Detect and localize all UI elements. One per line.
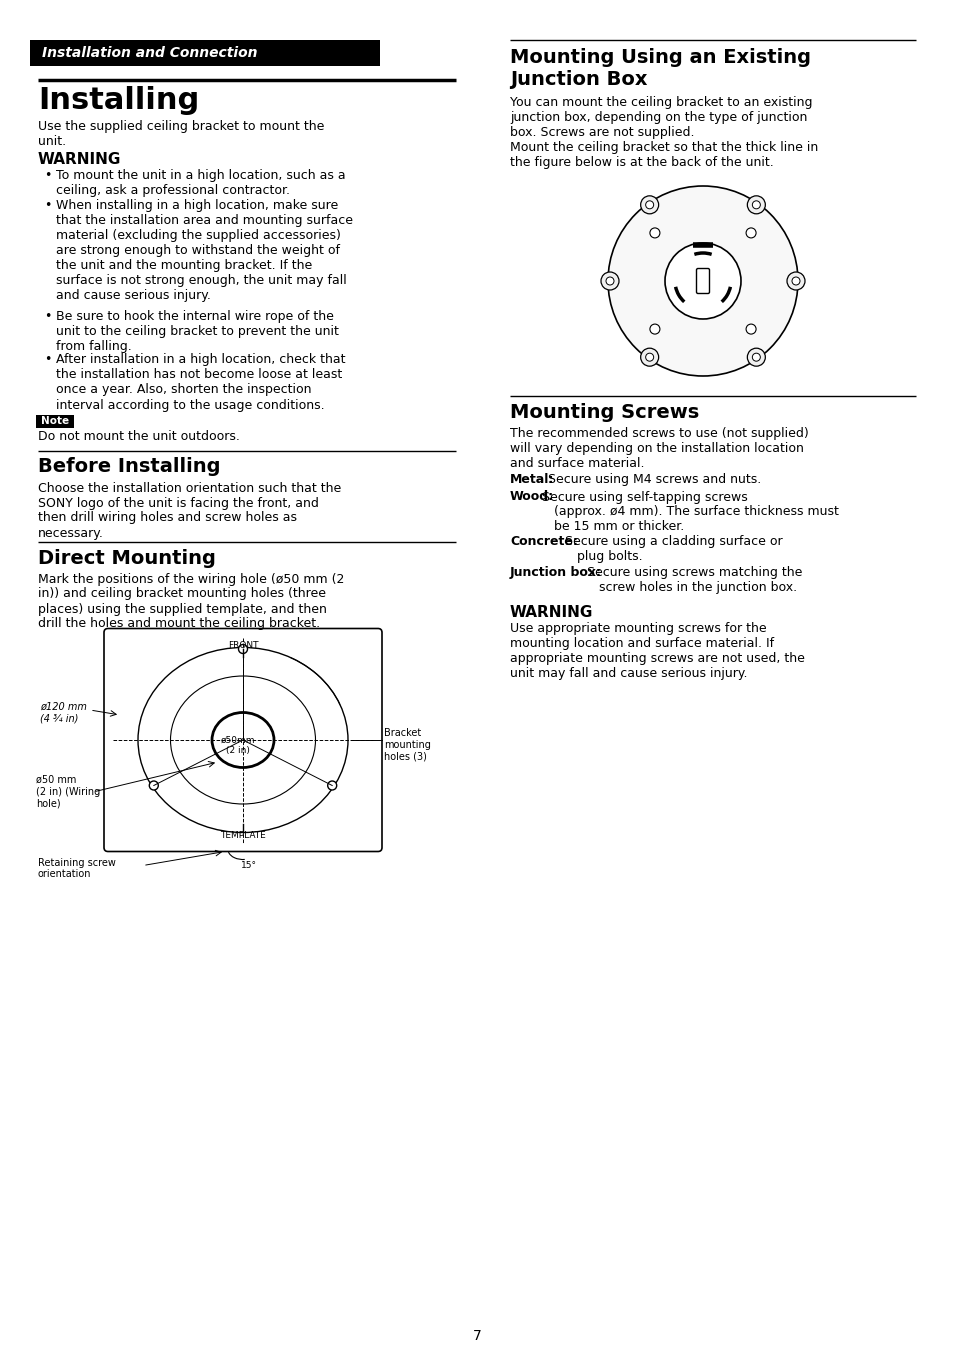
Text: Before Installing: Before Installing: [38, 458, 220, 477]
Text: •: •: [44, 199, 51, 212]
Text: Junction Box: Junction Box: [510, 70, 647, 89]
Text: WARNING: WARNING: [510, 605, 593, 620]
Circle shape: [645, 201, 653, 209]
Text: When installing in a high location, make sure
that the installation area and mou: When installing in a high location, make…: [56, 199, 353, 303]
FancyBboxPatch shape: [30, 41, 379, 66]
Circle shape: [791, 277, 800, 285]
Circle shape: [640, 349, 658, 366]
FancyBboxPatch shape: [36, 415, 74, 427]
Text: Direct Mounting: Direct Mounting: [38, 549, 215, 567]
FancyBboxPatch shape: [696, 269, 709, 293]
Circle shape: [238, 644, 247, 654]
Text: WARNING: WARNING: [38, 153, 121, 168]
Text: Use appropriate mounting screws for the
mounting location and surface material. : Use appropriate mounting screws for the …: [510, 621, 804, 680]
Text: Secure using a cladding surface or
    plug bolts.: Secure using a cladding surface or plug …: [560, 535, 781, 563]
Circle shape: [752, 201, 760, 209]
Text: Junction box:: Junction box:: [510, 566, 601, 580]
Text: Choose the installation orientation such that the
SONY logo of the unit is facin: Choose the installation orientation such…: [38, 481, 341, 539]
Text: TEMPLATE: TEMPLATE: [220, 831, 266, 839]
Text: Do not mount the unit outdoors.: Do not mount the unit outdoors.: [38, 431, 239, 443]
Text: Retaining screw
orientation: Retaining screw orientation: [38, 858, 115, 880]
Circle shape: [328, 781, 336, 790]
Circle shape: [745, 324, 756, 334]
Text: Be sure to hook the internal wire rope of the
unit to the ceiling bracket to pre: Be sure to hook the internal wire rope o…: [56, 309, 338, 353]
Text: Note: Note: [41, 416, 69, 426]
Text: Mounting Screws: Mounting Screws: [510, 403, 699, 422]
Text: ø50mm
(2 in): ø50mm (2 in): [220, 736, 255, 755]
Text: ø120 mm
(4 ¾ in): ø120 mm (4 ¾ in): [40, 703, 87, 724]
Circle shape: [600, 272, 618, 290]
Circle shape: [605, 277, 614, 285]
Text: You can mount the ceiling bracket to an existing
junction box, depending on the : You can mount the ceiling bracket to an …: [510, 96, 818, 169]
Text: Concrete:: Concrete:: [510, 535, 578, 549]
Text: To mount the unit in a high location, such as a
ceiling, ask a professional cont: To mount the unit in a high location, su…: [56, 169, 345, 197]
Circle shape: [746, 349, 764, 366]
Circle shape: [664, 243, 740, 319]
Text: Secure using M4 screws and nuts.: Secure using M4 screws and nuts.: [543, 473, 760, 486]
Text: •: •: [44, 169, 51, 182]
Circle shape: [649, 228, 659, 238]
Circle shape: [752, 353, 760, 361]
Circle shape: [745, 228, 756, 238]
Text: Wood:: Wood:: [510, 490, 554, 504]
Text: FRONT: FRONT: [228, 640, 258, 650]
Text: •: •: [44, 309, 51, 323]
Circle shape: [649, 324, 659, 334]
Text: Secure using screws matching the
    screw holes in the junction box.: Secure using screws matching the screw h…: [583, 566, 802, 594]
Text: After installation in a high location, check that
the installation has not becom: After installation in a high location, c…: [56, 354, 345, 412]
Text: Use the supplied ceiling bracket to mount the
unit.: Use the supplied ceiling bracket to moun…: [38, 120, 324, 149]
Text: The recommended screws to use (not supplied)
will vary depending on the installa: The recommended screws to use (not suppl…: [510, 427, 808, 470]
Circle shape: [746, 196, 764, 213]
Text: ø50 mm
(2 in) (Wiring
hole): ø50 mm (2 in) (Wiring hole): [36, 775, 100, 808]
Text: Installing: Installing: [38, 86, 199, 115]
Text: Mark the positions of the wiring hole (ø50 mm (2
in)) and ceiling bracket mounti: Mark the positions of the wiring hole (ø…: [38, 573, 344, 631]
FancyBboxPatch shape: [104, 628, 381, 851]
Text: Metal:: Metal:: [510, 473, 554, 486]
Text: Secure using self-tapping screws
    (approx. ø4 mm). The surface thickness must: Secure using self-tapping screws (approx…: [537, 490, 839, 534]
Text: 7: 7: [472, 1329, 481, 1343]
Text: 15°: 15°: [241, 862, 256, 870]
Circle shape: [645, 353, 653, 361]
Circle shape: [786, 272, 804, 290]
Circle shape: [149, 781, 158, 790]
Text: Mounting Using an Existing: Mounting Using an Existing: [510, 49, 810, 68]
Text: •: •: [44, 354, 51, 366]
Text: Installation and Connection: Installation and Connection: [42, 46, 257, 59]
Text: Bracket
mounting
holes (3): Bracket mounting holes (3): [384, 728, 431, 761]
Circle shape: [607, 186, 797, 376]
Circle shape: [640, 196, 658, 213]
